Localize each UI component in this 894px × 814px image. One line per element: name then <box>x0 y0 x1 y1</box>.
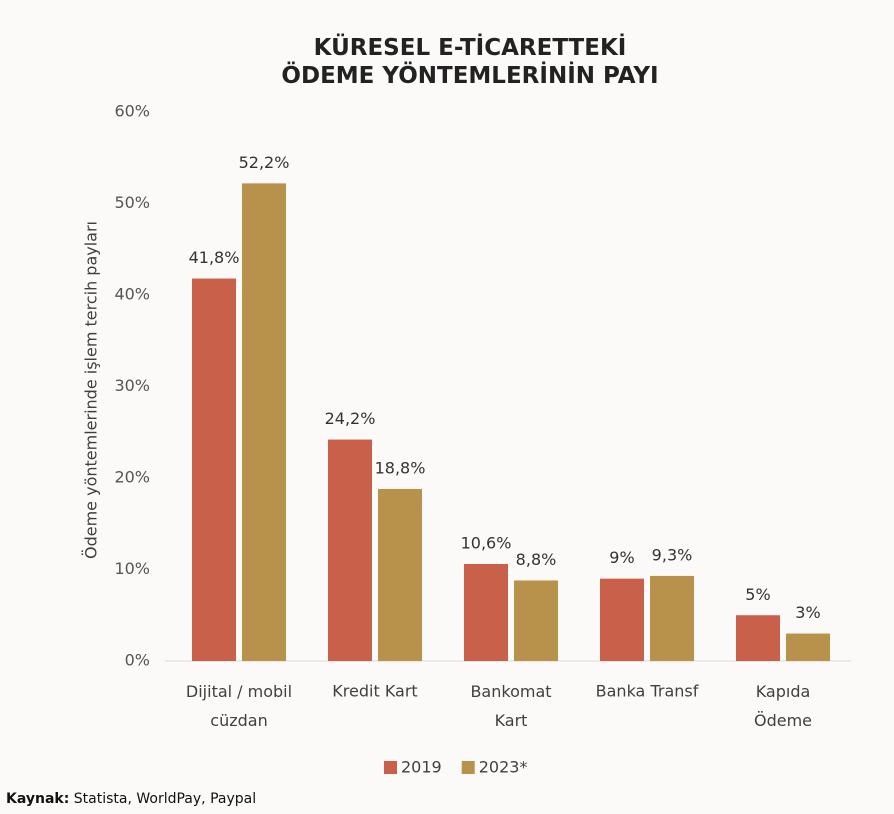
source-text: Statista, WorldPay, Paypal <box>74 791 256 807</box>
chart-title: KÜRESEL E-TİCARETTEKİ ÖDEME YÖNTEMLERİNİN… <box>281 33 658 89</box>
value-label: 9,3% <box>652 545 693 564</box>
text-line: Bankomat <box>470 682 551 701</box>
value-label: 52,2% <box>239 153 290 172</box>
legend-label: 2019 <box>401 758 442 777</box>
text-line: Kapıda <box>756 682 811 701</box>
source-label: Kaynak: <box>6 791 69 807</box>
value-label: 41,8% <box>189 248 240 267</box>
value-label: 5% <box>745 585 770 604</box>
bar <box>242 183 286 661</box>
bar <box>650 575 694 661</box>
bar <box>600 578 644 661</box>
text-line: KÜRESEL E-TİCARETTEKİ <box>314 33 627 61</box>
value-label: 10,6% <box>461 534 512 553</box>
x-tick-label: Bankomat Kart <box>470 682 551 730</box>
bar <box>378 488 422 661</box>
x-tick-label: Dijital / mobil cüzdan <box>186 682 292 730</box>
text-line: cüzdan <box>210 711 267 730</box>
y-tick-label: 0% <box>125 651 150 670</box>
value-label: 9% <box>609 548 634 567</box>
bar <box>514 580 558 661</box>
y-axis-label: Ödeme yöntemlerinde işlem tercih payları <box>82 221 101 559</box>
y-tick-label: 50% <box>114 193 150 212</box>
text-line: Ödeme <box>754 711 812 730</box>
bar <box>192 278 236 661</box>
legend-label: 2023* <box>479 758 528 777</box>
text-line: ÖDEME YÖNTEMLERİNİN PAYI <box>281 61 658 89</box>
y-tick-label: 10% <box>114 559 150 578</box>
x-tick-label: Banka Transf <box>596 682 699 701</box>
legend-swatch <box>461 761 475 774</box>
bar <box>464 564 508 661</box>
bar <box>786 633 830 661</box>
value-label: 24,2% <box>325 409 376 428</box>
text-line: Kart <box>495 711 528 730</box>
y-tick-label: 30% <box>114 376 150 395</box>
value-label: 3% <box>795 603 820 622</box>
value-label: 18,8% <box>375 458 426 477</box>
x-tick-label: Kredit Kart <box>332 682 417 701</box>
bar <box>328 439 372 661</box>
source: Kaynak: Statista, WorldPay, Paypal <box>6 791 256 807</box>
y-tick-label: 60% <box>114 102 150 121</box>
text-line: Dijital / mobil <box>186 682 292 701</box>
y-tick-label: 20% <box>114 468 150 487</box>
legend-swatch <box>384 761 397 774</box>
x-tick-label: Kapıda Ödeme <box>754 682 812 730</box>
bar <box>736 615 780 661</box>
value-label: 8,8% <box>516 550 557 569</box>
y-tick-label: 40% <box>114 285 150 304</box>
